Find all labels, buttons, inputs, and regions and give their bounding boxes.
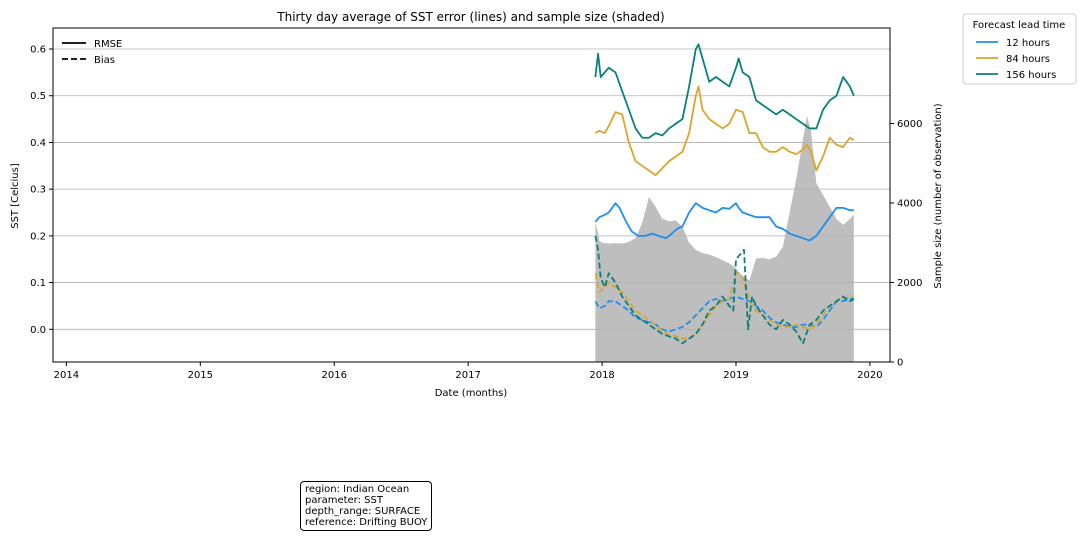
axes: 0.0 0.1 0.2 0.3 0.4 0.5 0.6 0 2000 4000 6000 2014 20… bbox=[30, 27, 922, 381]
y-right-tick-label: 4000 bbox=[897, 198, 922, 209]
x-tick-label: 2015 bbox=[188, 370, 213, 381]
legend-12h-label: 12 hours bbox=[1006, 38, 1050, 49]
x-tick-label: 2016 bbox=[322, 370, 347, 381]
y-right-tick-label: 0 bbox=[897, 358, 903, 369]
style-legend: RMSE Bias bbox=[62, 39, 122, 66]
plot-frame bbox=[52, 27, 891, 363]
series-lines bbox=[594, 43, 855, 345]
legend-rmse-label: RMSE bbox=[94, 39, 122, 50]
x-tick-label: 2020 bbox=[857, 370, 882, 381]
x-axis-label: Date (months) bbox=[435, 388, 508, 399]
x-tick-label: 2019 bbox=[723, 370, 748, 381]
legend-title: Forecast lead time bbox=[973, 20, 1066, 31]
sample-size-area bbox=[595, 115, 854, 362]
grid bbox=[53, 48, 890, 330]
series-line-156-hours-bias bbox=[594, 235, 855, 345]
info-reference: reference: Drifting BUOY bbox=[305, 517, 428, 528]
legend-156h-label: 156 hours bbox=[1006, 70, 1056, 81]
series-line-12-hours-rmse bbox=[594, 202, 854, 242]
info-box: region: Indian Ocean parameter: SST dept… bbox=[300, 481, 433, 531]
lead-time-legend: Forecast lead time 12 hours 84 hours 156… bbox=[962, 13, 1077, 85]
y-tick-label: 0.1 bbox=[30, 278, 46, 289]
y-tick-label: 0.6 bbox=[30, 45, 46, 56]
info-depth-range: depth_range: SURFACE bbox=[305, 506, 421, 517]
legend-bias-label: Bias bbox=[94, 55, 115, 66]
x-tick-label: 2017 bbox=[455, 370, 480, 381]
legend-frame bbox=[962, 13, 1077, 85]
y-tick-label: 0.0 bbox=[30, 325, 46, 336]
y-right-tick-label: 2000 bbox=[897, 278, 922, 289]
y-tick-label: 0.3 bbox=[30, 185, 46, 196]
y-tick-label: 0.5 bbox=[30, 91, 46, 102]
y-tick-label: 0.4 bbox=[30, 138, 46, 149]
x-tick-label: 2018 bbox=[589, 370, 614, 381]
chart-title: Thirty day average of SST error (lines) … bbox=[276, 10, 664, 24]
y-tick-label: 0.2 bbox=[30, 231, 46, 242]
y-axis-label: SST [Celcius] bbox=[10, 163, 21, 229]
series-line-84-hours-rmse bbox=[594, 85, 855, 177]
y-right-tick-label: 6000 bbox=[897, 119, 922, 130]
series-line-84-hours-bias bbox=[594, 272, 854, 340]
info-region: region: Indian Ocean bbox=[305, 484, 410, 495]
legend-84h-label: 84 hours bbox=[1006, 54, 1050, 65]
x-tick-label: 2014 bbox=[54, 370, 79, 381]
info-parameter: parameter: SST bbox=[305, 495, 383, 506]
y-axis-right-label: Sample size (number of observation) bbox=[933, 103, 944, 288]
series-line-156-hours-rmse bbox=[594, 43, 855, 139]
sample-size-fill bbox=[595, 115, 854, 362]
